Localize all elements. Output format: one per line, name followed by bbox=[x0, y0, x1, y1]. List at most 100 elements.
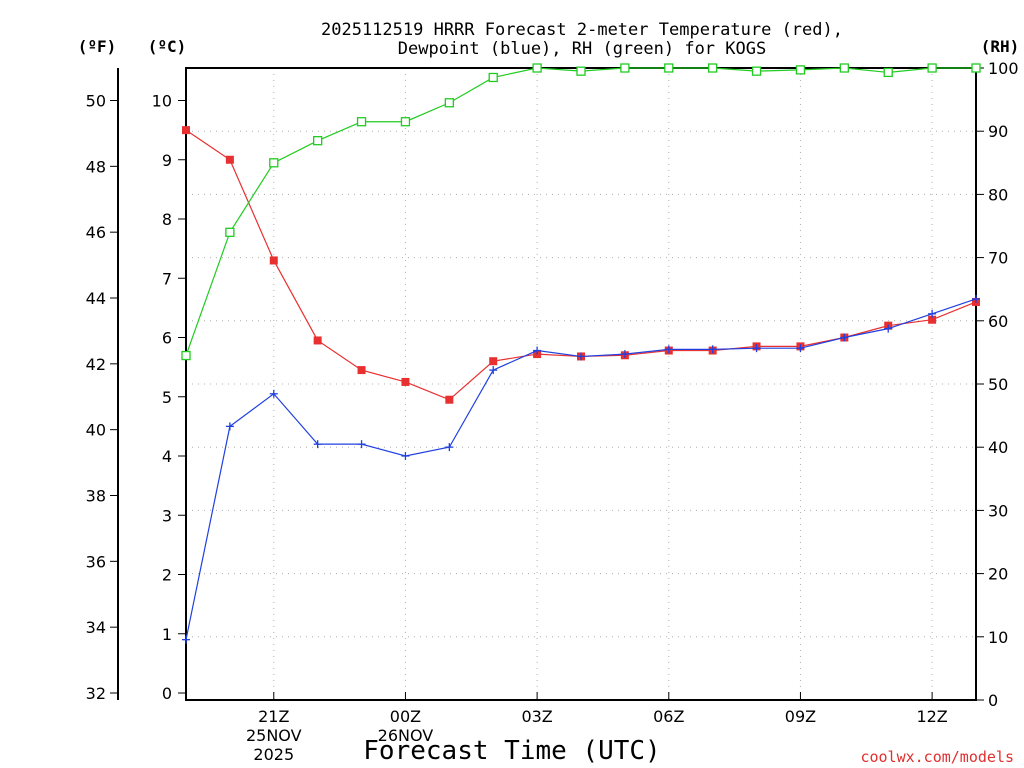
dewpoint-point bbox=[972, 294, 980, 303]
rh-tick-label: 40 bbox=[988, 438, 1008, 457]
rh-point bbox=[181, 350, 191, 361]
celsius-tick-label: 6 bbox=[162, 329, 172, 348]
rh-tick-label: 0 bbox=[988, 691, 998, 710]
fahrenheit-tick-label: 36 bbox=[86, 552, 106, 571]
x-tick-label: 06Z bbox=[653, 707, 684, 726]
x-tick-label: 03Z bbox=[521, 707, 552, 726]
rh-point bbox=[751, 66, 762, 76]
dewpoint-point bbox=[620, 350, 629, 359]
x-tick-label: 12Z bbox=[916, 707, 947, 726]
rh-point bbox=[313, 136, 323, 146]
rh-point bbox=[927, 63, 937, 73]
rh-point bbox=[269, 158, 279, 168]
chart-title-line-1: 2025112519 HRRR Forecast 2-meter Tempera… bbox=[321, 20, 843, 40]
rh-tick-label: 70 bbox=[988, 249, 1008, 268]
dewpoint-point bbox=[884, 324, 893, 333]
dewpoint-point bbox=[577, 352, 585, 361]
fahrenheit-tick-label: 44 bbox=[86, 289, 106, 308]
data-series bbox=[181, 63, 981, 644]
rh-point bbox=[225, 227, 235, 237]
dewpoint-line bbox=[185, 298, 977, 640]
rh-point bbox=[444, 98, 454, 108]
rh-tick-label: 20 bbox=[988, 565, 1008, 584]
dewpoint-point bbox=[708, 345, 717, 354]
dewpoint-point bbox=[796, 344, 805, 353]
celsius-unit-label: (ºC) bbox=[148, 37, 187, 56]
dewpoint-point bbox=[182, 635, 190, 644]
rh-tick-label: 90 bbox=[988, 122, 1008, 141]
axes: 0123456789103234363840424446485001020304… bbox=[86, 59, 1019, 764]
credit-text[interactable]: coolwx.com/models bbox=[860, 748, 1014, 766]
temperature-point bbox=[269, 256, 278, 265]
celsius-tick-label: 2 bbox=[162, 566, 172, 585]
rh-point bbox=[971, 63, 981, 73]
rh-point bbox=[400, 117, 411, 127]
rh-point bbox=[708, 63, 718, 73]
rh-point bbox=[883, 67, 893, 78]
rh-tick-label: 100 bbox=[988, 59, 1019, 78]
rh-tick-label: 10 bbox=[988, 628, 1008, 647]
dewpoint-point bbox=[445, 443, 454, 452]
dewpoint-point bbox=[664, 345, 673, 354]
dewpoint-point bbox=[489, 366, 498, 375]
dewpoint-point bbox=[840, 333, 849, 342]
gridlines bbox=[186, 68, 976, 700]
celsius-tick-label: 9 bbox=[162, 151, 172, 170]
rh-point bbox=[488, 72, 498, 83]
temperature-point bbox=[225, 155, 234, 164]
temperature-point bbox=[401, 377, 410, 386]
celsius-tick-label: 0 bbox=[162, 684, 172, 703]
x-tick-label: 26NOV bbox=[378, 726, 434, 745]
fahrenheit-tick-label: 38 bbox=[86, 487, 106, 506]
rh-point bbox=[532, 63, 542, 73]
dewpoint-point bbox=[313, 440, 322, 449]
fahrenheit-tick-label: 32 bbox=[86, 684, 106, 703]
celsius-tick-label: 1 bbox=[162, 625, 172, 644]
rh-line bbox=[185, 67, 976, 356]
plot-frame bbox=[185, 67, 977, 701]
celsius-tick-label: 4 bbox=[162, 447, 172, 466]
x-tick-label: 25NOV bbox=[246, 726, 302, 745]
celsius-tick-label: 10 bbox=[152, 92, 172, 111]
celsius-tick-label: 7 bbox=[162, 269, 172, 288]
celsius-tick-label: 3 bbox=[162, 506, 172, 525]
dewpoint-point bbox=[269, 389, 278, 398]
x-tick-label: 09Z bbox=[785, 707, 816, 726]
rh-point bbox=[795, 65, 806, 75]
fahrenheit-tick-label: 48 bbox=[86, 157, 106, 176]
x-tick-label: 2025 bbox=[253, 745, 294, 764]
celsius-tick-label: 8 bbox=[162, 210, 172, 229]
rh-point bbox=[839, 63, 849, 73]
dewpoint-point bbox=[533, 346, 542, 355]
dewpoint-point bbox=[928, 309, 937, 318]
x-tick-label: 00Z bbox=[390, 707, 421, 726]
celsius-tick-label: 5 bbox=[162, 388, 172, 407]
temperature-point bbox=[357, 366, 366, 375]
rh-point bbox=[356, 117, 367, 127]
x-axis-label: Forecast Time (UTC) bbox=[363, 736, 660, 766]
rh-tick-label: 60 bbox=[988, 312, 1008, 331]
rh-tick-label: 80 bbox=[988, 185, 1008, 204]
temperature-point bbox=[313, 336, 322, 345]
rh-point bbox=[620, 63, 630, 73]
rh-unit-label: (RH) bbox=[981, 37, 1020, 56]
dewpoint-point bbox=[225, 422, 234, 431]
fahrenheit-unit-label: (ºF) bbox=[78, 37, 117, 56]
temperature-point bbox=[928, 315, 937, 324]
fahrenheit-tick-label: 46 bbox=[86, 223, 106, 242]
temperature-point bbox=[445, 395, 454, 404]
dewpoint-point bbox=[357, 440, 366, 449]
chart-title-line-2: Dewpoint (blue), RH (green) for KOGS bbox=[398, 39, 766, 59]
rh-tick-label: 30 bbox=[988, 501, 1008, 520]
temperature-point bbox=[182, 126, 190, 135]
fahrenheit-tick-label: 42 bbox=[86, 355, 106, 374]
rh-point bbox=[576, 66, 586, 76]
x-tick-label: 21Z bbox=[258, 707, 289, 726]
dewpoint-point bbox=[752, 344, 761, 353]
rh-point bbox=[664, 63, 674, 73]
rh-tick-label: 50 bbox=[988, 375, 1008, 394]
dewpoint-point bbox=[401, 452, 410, 460]
fahrenheit-tick-label: 34 bbox=[86, 618, 106, 637]
temperature-point bbox=[489, 357, 498, 366]
